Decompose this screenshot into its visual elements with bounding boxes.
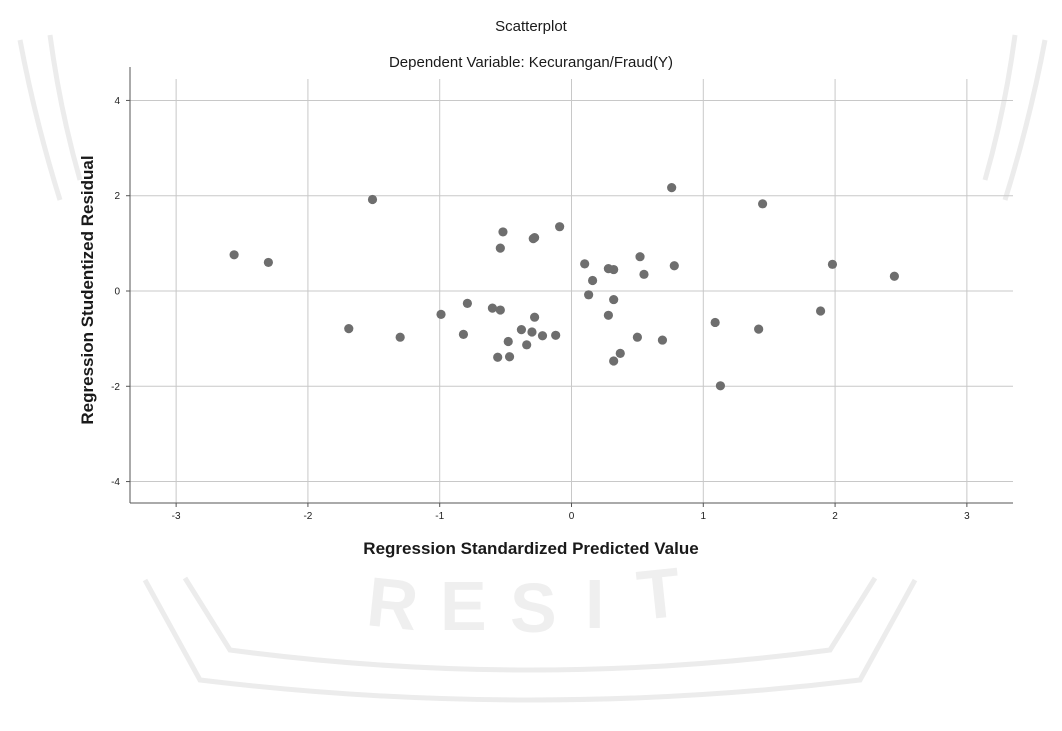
svg-text:T: T xyxy=(633,553,684,635)
scatter-point xyxy=(522,340,532,350)
scatter-point xyxy=(395,332,405,342)
y-tick-label: 4 xyxy=(114,96,120,107)
scatter-point xyxy=(754,324,764,334)
scatter-point xyxy=(555,222,565,232)
data-points xyxy=(229,183,899,391)
scatter-point xyxy=(367,194,378,205)
x-tick-label: -1 xyxy=(435,511,444,522)
scatter-point xyxy=(584,290,594,300)
scatter-point xyxy=(516,324,527,335)
scatter-point xyxy=(757,199,768,209)
scatter-point xyxy=(889,271,899,281)
scatter-point xyxy=(603,310,614,320)
scatter-point xyxy=(710,317,720,328)
scatter-point xyxy=(615,348,625,359)
scatter-point xyxy=(667,183,677,193)
scatter-point xyxy=(657,335,668,345)
scatter-point xyxy=(587,275,598,286)
scatter-point xyxy=(551,330,561,340)
axes xyxy=(126,67,1013,507)
svg-text:I: I xyxy=(585,565,604,643)
scatter-point xyxy=(504,352,515,362)
scatter-point xyxy=(493,352,503,362)
scatter-point xyxy=(715,381,726,391)
x-axis-label: Regression Standardized Predicted Value xyxy=(363,539,699,558)
svg-text:S: S xyxy=(510,569,557,647)
scatter-point xyxy=(487,303,498,313)
scatter-point xyxy=(827,259,838,269)
scatter-point xyxy=(503,336,513,347)
tick-labels: -3 -2 -1 0 1 2 3 -4 -2 0 2 4 xyxy=(111,96,970,522)
scatter-point xyxy=(527,327,537,337)
scatter-point xyxy=(436,309,446,319)
y-tick-label: -2 xyxy=(111,382,120,393)
scatter-point xyxy=(609,356,619,366)
chart-subtitle: Dependent Variable: Kecurangan/Fraud(Y) xyxy=(388,54,674,71)
grid-lines xyxy=(130,79,1013,503)
scatter-point xyxy=(495,305,505,315)
scatter-point xyxy=(344,324,354,334)
scatter-point xyxy=(529,312,540,322)
x-tick-label: 2 xyxy=(832,511,838,522)
scatter-point xyxy=(498,227,508,237)
scatter-point xyxy=(229,250,239,260)
x-tick-label: -3 xyxy=(172,511,181,522)
scatter-point xyxy=(632,332,642,342)
y-tick-label: -4 xyxy=(111,477,120,488)
y-tick-label: 2 xyxy=(114,191,120,202)
scatter-point xyxy=(609,294,619,305)
y-tick-label: 0 xyxy=(114,287,120,298)
chart-title: Scatterplot xyxy=(495,18,567,35)
scatter-point xyxy=(639,269,649,279)
scatter-point xyxy=(609,264,619,275)
x-tick-label: 3 xyxy=(964,511,970,522)
scatter-point xyxy=(458,329,469,339)
scatter-point xyxy=(635,252,645,262)
scatter-point xyxy=(815,306,826,316)
x-tick-label: 1 xyxy=(701,511,707,522)
x-tick-label: 0 xyxy=(569,511,575,522)
scatter-point xyxy=(529,233,540,243)
y-axis-label: Regression Studentized Residual xyxy=(78,155,97,425)
scatter-point xyxy=(495,243,505,253)
scatter-point xyxy=(537,331,548,341)
scatter-point xyxy=(669,261,679,271)
svg-text:R: R xyxy=(363,562,421,645)
scatter-point xyxy=(462,298,472,308)
svg-text:E: E xyxy=(440,567,487,645)
scatter-point xyxy=(263,257,273,268)
scatter-point xyxy=(580,259,590,269)
x-tick-label: -2 xyxy=(303,511,312,522)
